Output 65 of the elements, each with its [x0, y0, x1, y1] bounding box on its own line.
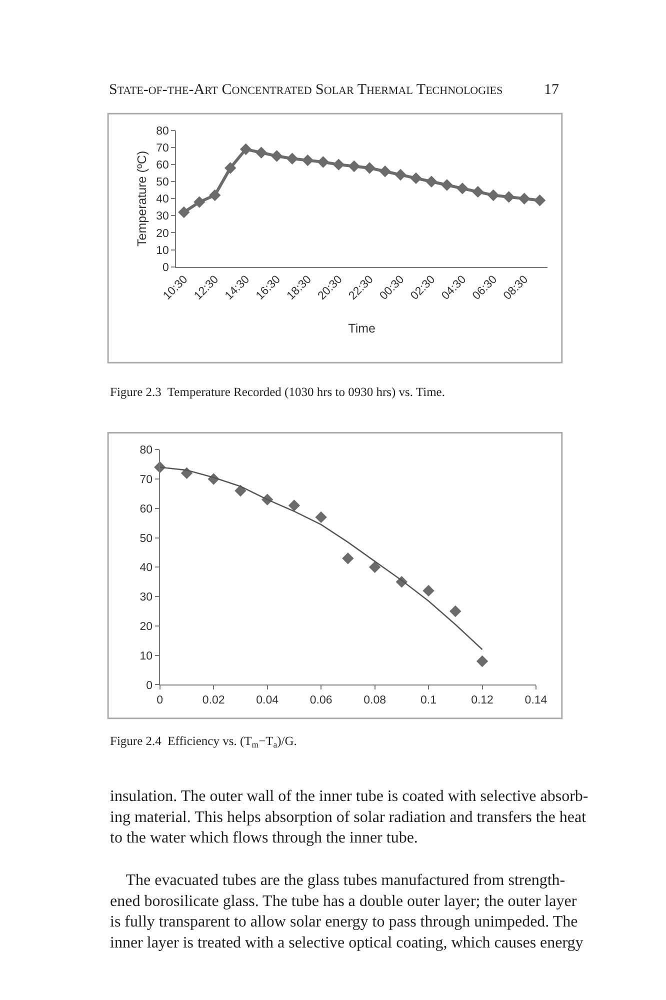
x-tick-label: 0.12	[471, 694, 494, 707]
point	[302, 154, 314, 166]
point	[502, 191, 515, 203]
y-tick-label: 40	[140, 562, 153, 574]
text: State-of-the-Art Concentrated Solar Thermal Technologies	[109, 82, 503, 98]
caption: Figure 2.4 Efficiency vs. (T$_{m}$−T$_{a}$)/G.	[110, 734, 297, 750]
y-tick-label: 60	[156, 160, 169, 172]
x-tick-label: 0.14	[524, 694, 548, 707]
x-tick-label: 0.06	[310, 694, 332, 707]
point	[472, 186, 484, 198]
x-axis-title: Time	[348, 322, 376, 336]
y-axis-title: Temperature (ºC)	[135, 150, 150, 246]
point	[288, 500, 300, 512]
y-tick-label: 60	[140, 503, 153, 516]
y-tick-label: 0	[162, 262, 169, 274]
y-tick-label: 70	[156, 142, 169, 155]
point	[422, 584, 434, 597]
point	[364, 162, 376, 174]
point	[476, 655, 488, 668]
point	[224, 162, 236, 174]
point	[348, 160, 360, 172]
point	[410, 172, 422, 184]
y-tick-label: 50	[140, 532, 153, 545]
x-tick-label: 0.04	[256, 694, 280, 707]
x-tick-label: 0.08	[364, 694, 386, 707]
point	[379, 166, 391, 178]
text: 17	[544, 82, 560, 98]
point	[286, 152, 298, 164]
point	[240, 143, 252, 156]
point	[317, 156, 330, 168]
x-tick-label: 0.02	[202, 694, 225, 707]
point	[234, 484, 246, 497]
y-tick-label: 10	[156, 244, 169, 257]
y-tick-label: 40	[156, 194, 169, 206]
caption: Figure 2.3 Temperature Recorded (1030 hrs to 0930 hrs) vs. Time.	[110, 385, 445, 399]
text: The evacuated tubes are the glass tubes manufactured from strength- ened borosilicate glass. The tube has a double outer layer; the outer layer is fully transparent to allow solar energy to pass through unimpeded. The inner layer is treated with a selective optical coating, which causes energy	[110, 872, 584, 952]
point	[456, 182, 468, 194]
y-tick-label: 30	[156, 210, 169, 223]
point	[488, 189, 500, 202]
y-tick-label: 0	[146, 680, 153, 692]
point	[332, 158, 344, 170]
point	[315, 511, 327, 524]
point	[194, 196, 206, 208]
point	[518, 192, 530, 204]
point	[394, 168, 406, 181]
point	[178, 206, 190, 218]
point	[441, 179, 453, 191]
y-tick-label: 20	[156, 228, 169, 240]
point	[534, 194, 546, 206]
y-tick-label: 70	[140, 474, 153, 486]
y-tick-label: 30	[140, 592, 153, 604]
y-tick-label: 80	[140, 444, 153, 457]
text: insulation. The outer wall of the inner tube is coated with selective absorb- ing material. This helps absorption of solar radiation and transfers the heat to the water which flows through the inner tube.	[110, 788, 588, 847]
point	[342, 552, 354, 564]
point	[368, 561, 381, 574]
point	[426, 176, 438, 188]
x-tick-label: 0.1	[420, 694, 437, 707]
y-tick-label: 50	[156, 176, 169, 189]
point	[270, 150, 283, 162]
point	[255, 146, 268, 158]
point	[450, 605, 462, 618]
y-tick-label: 20	[140, 620, 153, 633]
y-tick-label: 10	[140, 650, 153, 662]
point	[209, 189, 221, 202]
y-tick-label: 80	[156, 126, 169, 138]
